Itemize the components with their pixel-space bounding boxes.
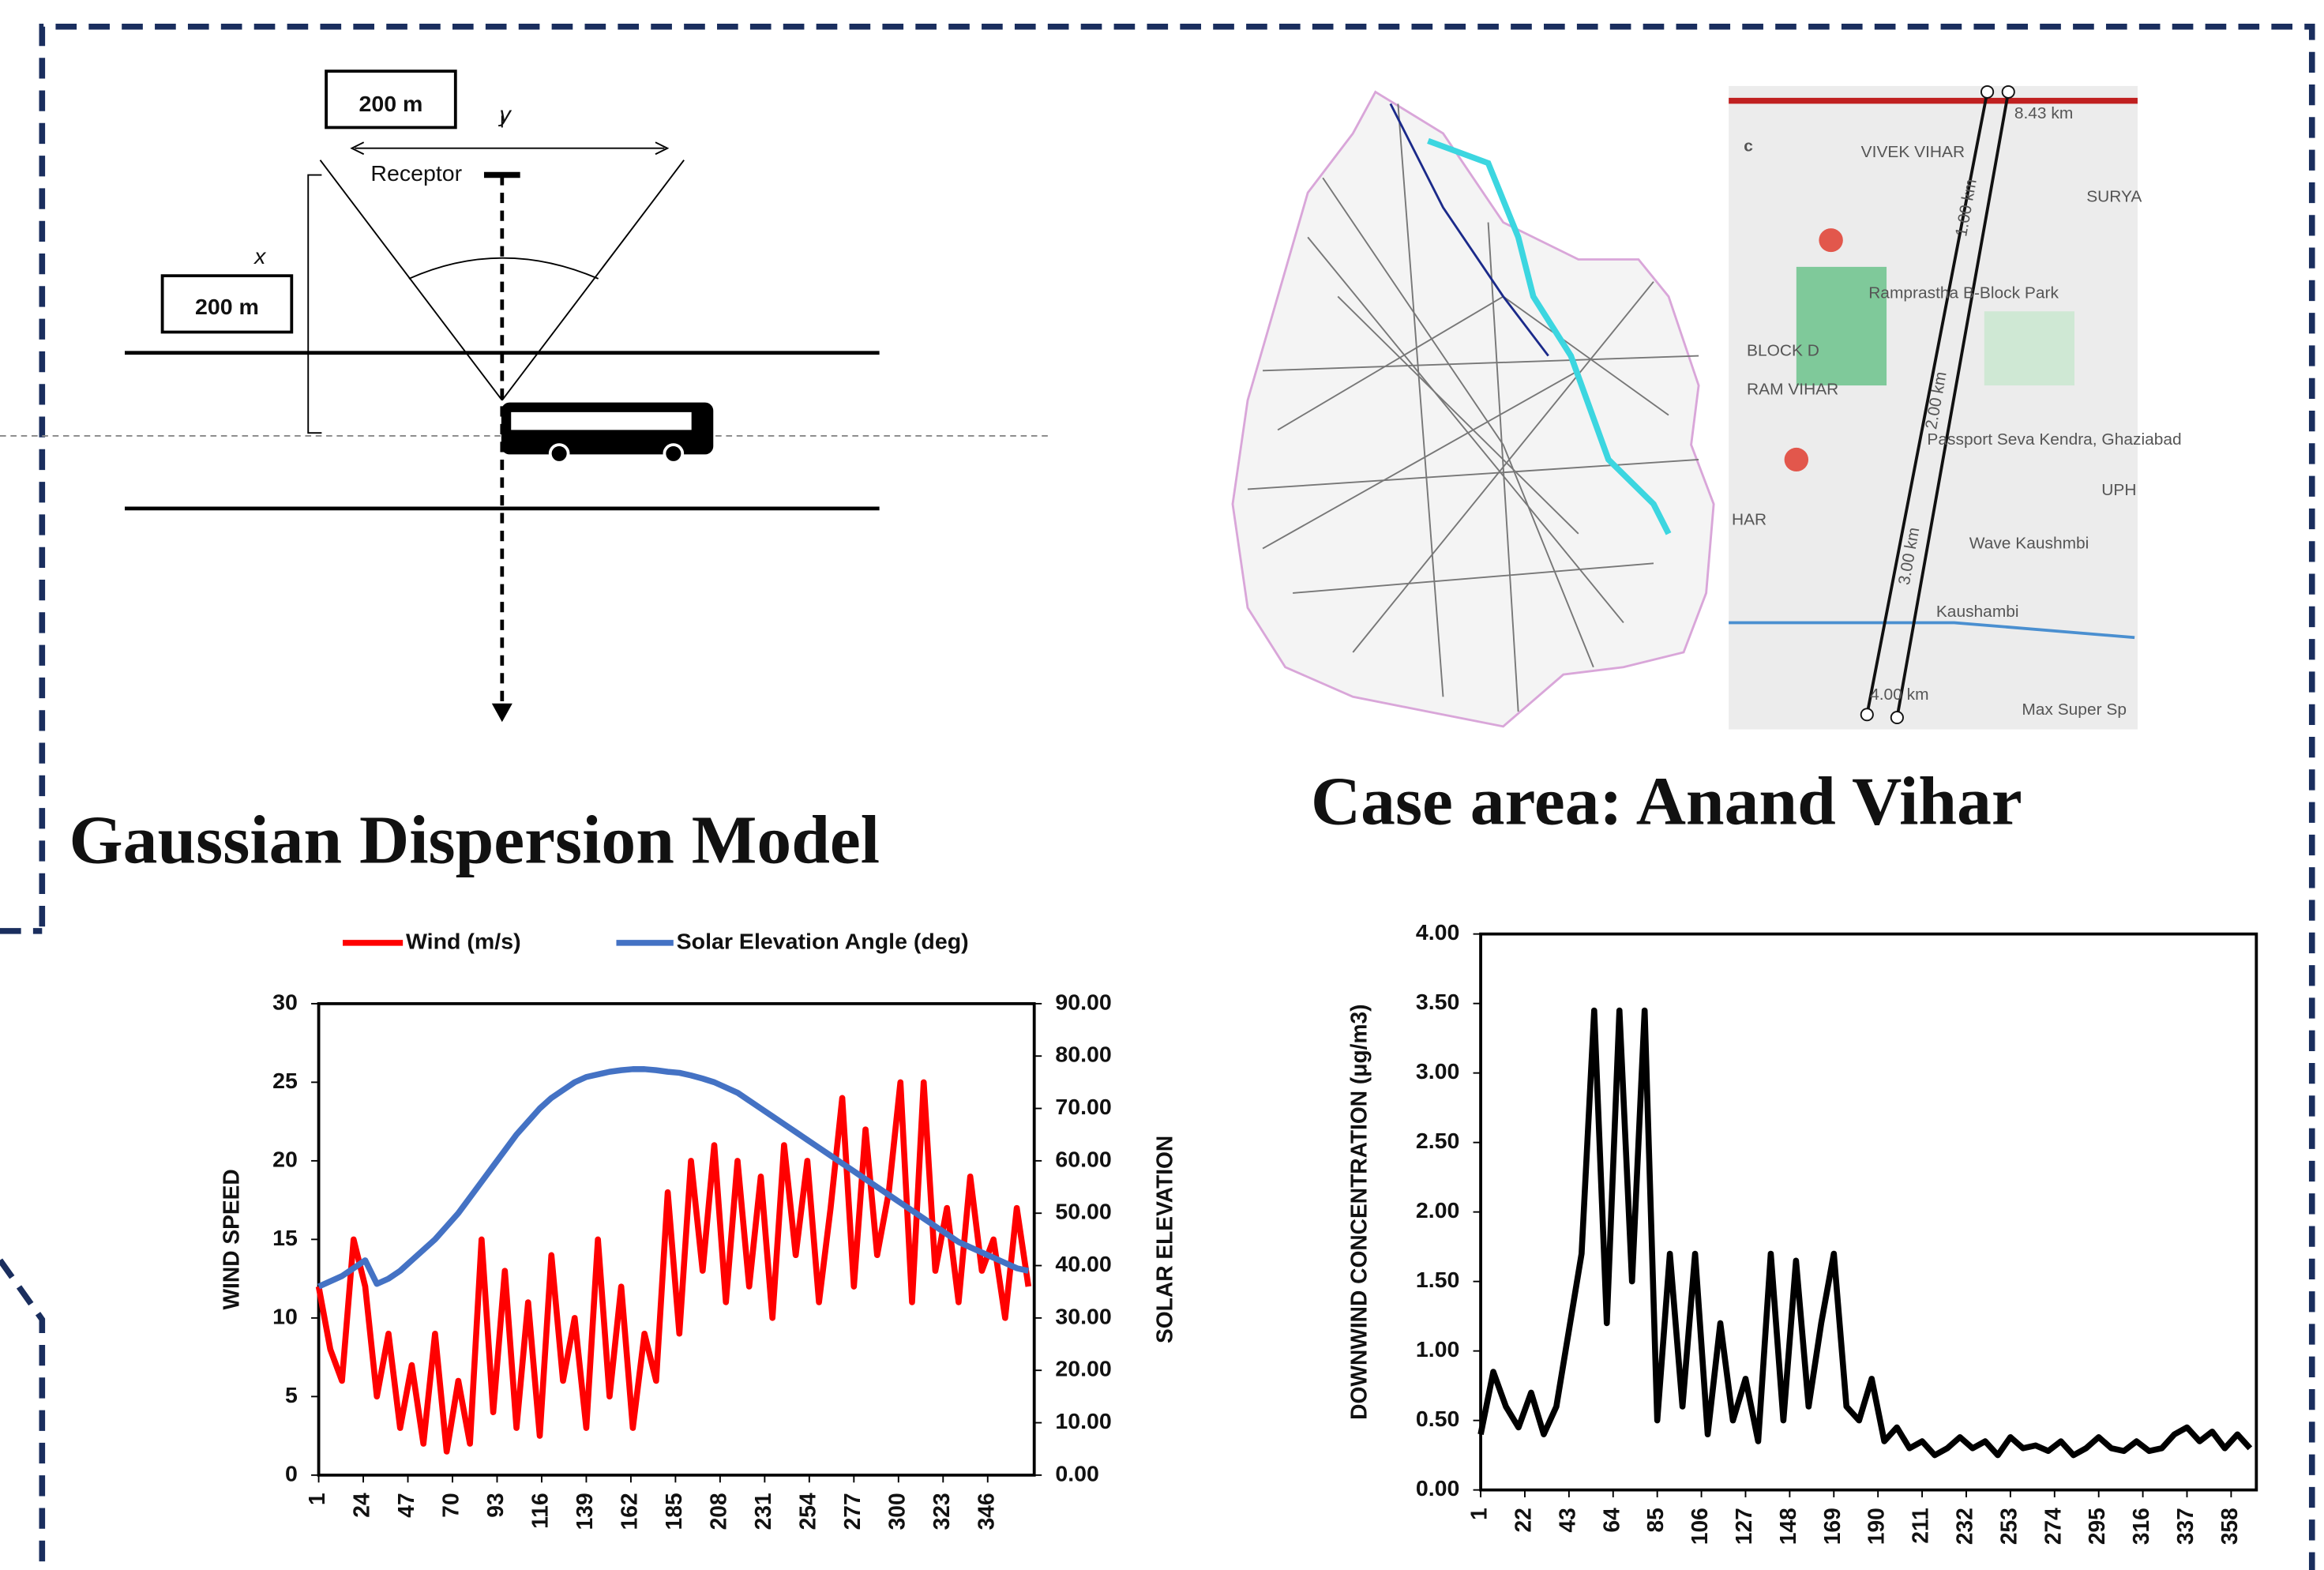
- x-tick-label: 277: [840, 1493, 865, 1530]
- x-tick-label: 295: [2085, 1508, 2110, 1545]
- y-axis-title: DOWNWIND CONCENTRATION (μg/m3): [1346, 1004, 1372, 1419]
- map-caption: Case area: Anand Vihar: [1311, 764, 2022, 839]
- map-label: Passport Seva Kendra, Ghaziabad: [1927, 430, 2181, 449]
- x-tick-label: 346: [974, 1493, 999, 1530]
- y2-tick-label: 0.00: [1055, 1461, 1099, 1486]
- y2-tick-label: 80.00: [1055, 1042, 1111, 1068]
- y-tick-label: 0.00: [1416, 1476, 1460, 1501]
- receptor-label: Receptor: [370, 161, 462, 186]
- legend-label: Solar Elevation Angle (deg): [677, 930, 969, 955]
- map-label: Wave Kaushmbi: [1969, 535, 2089, 553]
- map-label: 4.00 km: [1870, 685, 1928, 704]
- charts: 0510152025300.0010.0020.0030.0040.0050.0…: [219, 920, 2258, 1545]
- x-tick-label: 185: [662, 1493, 687, 1530]
- y-axis-label: y: [497, 102, 512, 127]
- x-tick-label: 211: [1908, 1508, 1933, 1543]
- x-tick-label: 337: [2173, 1508, 2198, 1545]
- y-tick-label: 4.00: [1416, 920, 1460, 945]
- x-tick-label: 231: [751, 1493, 776, 1530]
- y2-tick-label: 60.00: [1055, 1147, 1111, 1172]
- x-tick-label: 254: [795, 1493, 820, 1530]
- dispersion-diagram: [0, 69, 1053, 723]
- x-tick-label: 274: [2041, 1508, 2066, 1545]
- x-tick-label: 127: [1732, 1508, 1757, 1545]
- x-tick-label: 323: [929, 1493, 955, 1530]
- y-tick-label: 20: [272, 1147, 298, 1172]
- x-tick-label: 208: [706, 1493, 731, 1530]
- x-tick-label: 148: [1776, 1508, 1801, 1545]
- y-tick-label: 25: [272, 1069, 298, 1094]
- y2-tick-label: 70.00: [1055, 1095, 1111, 1120]
- x-axis-label: x: [253, 244, 266, 269]
- x-tick-label: 358: [2217, 1508, 2243, 1545]
- y-tick-label: 2.50: [1416, 1129, 1460, 1154]
- city-map: [1231, 85, 2138, 730]
- y-tick-label: 30: [272, 990, 298, 1016]
- series-line: [317, 1066, 1030, 1290]
- y-tick-label: 15: [272, 1226, 298, 1251]
- map-label: c: [1744, 137, 1753, 156]
- y-tick-label: 3.50: [1416, 990, 1460, 1015]
- x-tick-label: 232: [1952, 1508, 1977, 1545]
- y-tick-label: 10: [272, 1304, 298, 1329]
- x-tick-label: 316: [2129, 1508, 2154, 1545]
- map-label: HAR: [1732, 511, 1766, 529]
- x-tick-label: 1: [305, 1493, 330, 1505]
- y2-tick-label: 20.00: [1055, 1357, 1111, 1382]
- x-tick-label: 139: [573, 1493, 598, 1530]
- y2-axis-title: SOLAR ELEVATION: [1153, 1136, 1178, 1343]
- y-tick-label: 1.50: [1416, 1268, 1460, 1293]
- y-tick-label: 0.50: [1416, 1407, 1460, 1432]
- y-tick-label: 2.00: [1416, 1198, 1460, 1223]
- x-tick-label: 70: [438, 1493, 464, 1517]
- series-line: [315, 1079, 1032, 1455]
- y2-tick-label: 90.00: [1055, 990, 1111, 1016]
- x-tick-label: 1: [1466, 1508, 1492, 1520]
- x-tick-label: 106: [1688, 1508, 1713, 1545]
- y2-tick-label: 10.00: [1055, 1409, 1111, 1434]
- x-tick-label: 253: [1996, 1508, 2022, 1545]
- x-tick-label: 190: [1864, 1508, 1890, 1545]
- map-label: Max Super Sp: [2022, 700, 2127, 719]
- x-tick-label: 300: [884, 1493, 910, 1530]
- x-tick-label: 47: [394, 1493, 419, 1517]
- x-tick-label: 116: [527, 1493, 553, 1528]
- map-label: VIVEK VIHAR: [1861, 143, 1965, 161]
- x-tick-label: 22: [1511, 1508, 1536, 1532]
- plot-frame: [317, 1002, 1036, 1477]
- x-tick-label: 169: [1820, 1508, 1845, 1545]
- distance-label: 200 m: [195, 295, 259, 320]
- map-label: Ramprastha B-Block Park: [1868, 284, 2059, 302]
- x-tick-label: 64: [1599, 1508, 1624, 1533]
- map-label: RAM VIHAR: [1747, 380, 1838, 398]
- y2-tick-label: 40.00: [1055, 1252, 1111, 1277]
- x-tick-label: 93: [483, 1493, 509, 1517]
- y-axis-title: WIND SPEED: [219, 1169, 244, 1309]
- series-line: [1477, 1007, 2253, 1459]
- dashed-border: [0, 24, 2315, 1570]
- x-tick-label: 85: [1643, 1508, 1669, 1532]
- y2-tick-label: 50.00: [1055, 1200, 1111, 1225]
- x-tick-label: 162: [617, 1493, 642, 1530]
- y-tick-label: 5: [285, 1383, 298, 1408]
- diagram-caption: Gaussian Dispersion Model: [69, 802, 880, 877]
- map-label: Kaushambi: [1936, 603, 2019, 621]
- map-label: UPH: [2101, 481, 2136, 499]
- y-tick-label: 0: [285, 1461, 298, 1486]
- y2-tick-label: 30.00: [1055, 1304, 1111, 1329]
- legend-label: Wind (m/s): [406, 930, 521, 955]
- x-tick-label: 24: [349, 1493, 374, 1518]
- width-label: 200 m: [359, 92, 422, 117]
- x-tick-label: 43: [1555, 1508, 1580, 1532]
- map-label: BLOCK D: [1747, 342, 1819, 360]
- y-tick-label: 1.00: [1416, 1337, 1460, 1362]
- map-label: SURYA: [2086, 187, 2142, 205]
- map-label: 8.43 km: [2014, 104, 2073, 122]
- y-tick-label: 3.00: [1416, 1059, 1460, 1084]
